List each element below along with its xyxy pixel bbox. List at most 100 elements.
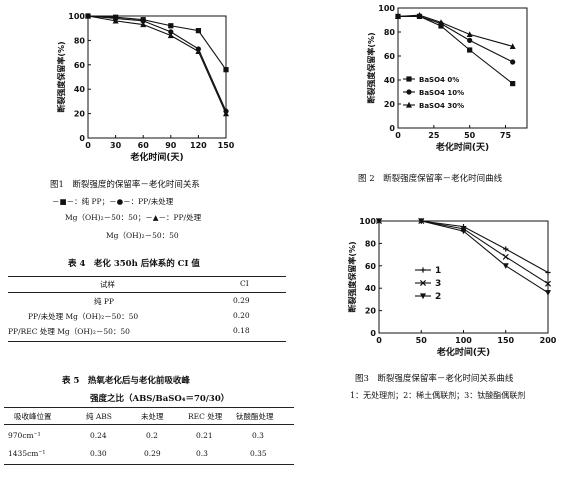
series-3-point	[509, 43, 516, 49]
series-3-point	[140, 21, 147, 28]
figure-1-legend-line-3: Mg（OH)₂－50：50	[106, 231, 179, 240]
series-1-point	[467, 47, 473, 53]
table-4-header-sample: 试样	[100, 280, 115, 289]
y-tick-label: 60	[74, 61, 86, 70]
table-5-header-untreated: 未处理	[141, 412, 164, 421]
legend-marker	[406, 76, 412, 82]
x-tick-label: 150	[497, 336, 514, 345]
series-2-point	[502, 253, 509, 260]
table-5-row-2-untreated: 0.29	[144, 449, 161, 458]
figure-3-chart: 0 50 100 150 200020406080100老化时间(天)断裂强度保留率(%…	[347, 217, 557, 358]
x-tick-label: 75	[500, 131, 512, 140]
table-4-row-1-sample: 纯 PP	[94, 297, 114, 306]
table-5-header-titanate: 钛酸酯处理	[236, 412, 274, 421]
series-2-point	[168, 29, 174, 35]
legend-label: 3	[435, 279, 441, 289]
plot-frame	[87, 15, 227, 139]
series-3-point	[545, 290, 551, 296]
series-1-line	[398, 15, 514, 85]
y-tick-label: 60	[384, 52, 396, 61]
y-tick-label: 40	[74, 85, 86, 94]
figure-3-caption: 图3 断裂强度保留率－老化时间关系曲线	[355, 374, 514, 384]
series-3-line	[87, 15, 227, 114]
series-1-point	[168, 23, 174, 29]
y-tick-label: 40	[384, 76, 396, 85]
y-tick-label: 80	[384, 28, 396, 37]
x-tick-label: 0	[395, 131, 401, 140]
series-1-point	[223, 67, 229, 73]
legend-marker	[406, 101, 412, 108]
figure-2-caption: 图 2 断裂强度保留率－老化时间曲线	[358, 174, 503, 184]
table-4-caption: 表 4 老化 350h 后体系的 CI 值	[68, 259, 200, 269]
series-3-point	[395, 13, 401, 19]
table-5-row-1-titanate: 0.3	[252, 431, 264, 440]
series-2-line	[398, 15, 513, 63]
y-tick-label: 80	[365, 239, 377, 248]
series-3-point	[376, 218, 382, 225]
table-5-header-rec: REC 处理	[188, 412, 223, 421]
x-tick-label: 120	[190, 141, 207, 150]
series-3-point	[460, 228, 467, 235]
figure-3-note: 1：无处理剂；2：稀土偶联剂；3：钛酸酯偶联剂	[350, 391, 526, 400]
series-3-point	[502, 263, 509, 269]
figure-2-chart: 0 25 50 75 0 20 40 60 80 100 老化时间(天) 断裂强度保留率(%) BaSO…	[366, 4, 528, 153]
x-tick-label: 0	[85, 141, 91, 150]
x-tick-label: 100	[455, 336, 472, 345]
table-5-row-2-rec: 0.3	[196, 449, 208, 458]
figure-1-legend-line-1: －■－：纯 PP；－●－：PP/未处理	[52, 197, 174, 206]
table-5-row-2-position: 1435cm⁻¹	[8, 449, 46, 458]
series-2-point	[544, 280, 552, 287]
series-3-point	[418, 218, 425, 225]
table-4-row-3-sample: PP/REC 处理 Mg（OH)₂－50：50	[8, 327, 130, 336]
legend-label: BaSO4 0%	[419, 76, 459, 84]
y-tick-label: 20	[74, 110, 86, 119]
figure-1-caption: 图1 断裂强度的保留率－老化时间关系	[50, 180, 200, 190]
x-tick-label: 30	[110, 141, 122, 150]
table-5-row-1-position: 970cm⁻¹	[8, 431, 41, 440]
y-tick-label: 20	[384, 100, 396, 109]
x-tick-label: 50	[464, 131, 476, 140]
table-5-caption: 表 5 热氧老化后与老化前吸收峰	[62, 376, 190, 386]
series-3-line	[397, 14, 513, 47]
y-tick-label: 0	[389, 124, 395, 133]
plot-frame	[397, 7, 528, 129]
table-5-row-2-titanate: 0.35	[250, 449, 267, 458]
table-4-row-1-ci: 0.29	[233, 296, 250, 305]
series-1-point	[545, 269, 551, 276]
x-tick-label: 150	[218, 141, 235, 150]
table-4-header-ci: CI	[240, 279, 249, 288]
x-tick-label: 50	[416, 336, 428, 345]
series-3-point	[438, 19, 444, 25]
x-tick-label: 200	[540, 336, 557, 345]
table-5-row-1-untreated: 0.2	[146, 431, 158, 440]
y-axis-label: 断裂强度保留率(%)	[56, 41, 66, 112]
series-3-point	[195, 48, 202, 54]
x-axis-label: 老化时间(天)	[129, 151, 183, 163]
table-5-row-2-pure-abs: 0.30	[90, 449, 107, 458]
legend-label: BaSO4 30%	[419, 102, 464, 110]
y-tick-label: 60	[365, 262, 377, 271]
series-2-point	[140, 18, 146, 24]
legend-marker	[420, 267, 426, 273]
legend-marker	[419, 279, 427, 287]
y-tick-label: 100	[378, 4, 395, 13]
series-2-point	[467, 37, 473, 44]
series-3-point	[416, 12, 423, 18]
table-4-row-3-ci: 0.18	[233, 326, 250, 335]
y-axis-label: 断裂强度保留率(%)	[347, 241, 357, 312]
y-tick-label: 0	[79, 134, 85, 143]
legend-label: 1	[435, 266, 441, 276]
y-axis-label: 断裂强度保留率(%)	[366, 32, 376, 103]
y-tick-label: 0	[370, 329, 376, 338]
series-3-point	[112, 17, 119, 24]
x-tick-label: 90	[165, 141, 177, 150]
table-5-header-pure-abs: 纯 ABS	[86, 412, 112, 421]
x-tick-label: 60	[138, 141, 150, 150]
series-1-point	[503, 246, 509, 252]
series-3-point	[223, 110, 229, 117]
series-3-point	[466, 31, 473, 37]
series-2-line	[87, 15, 227, 112]
x-axis-label: 老化时间(天)	[436, 346, 490, 358]
legend-marker	[406, 89, 412, 95]
x-tick-label: 0	[376, 336, 382, 345]
